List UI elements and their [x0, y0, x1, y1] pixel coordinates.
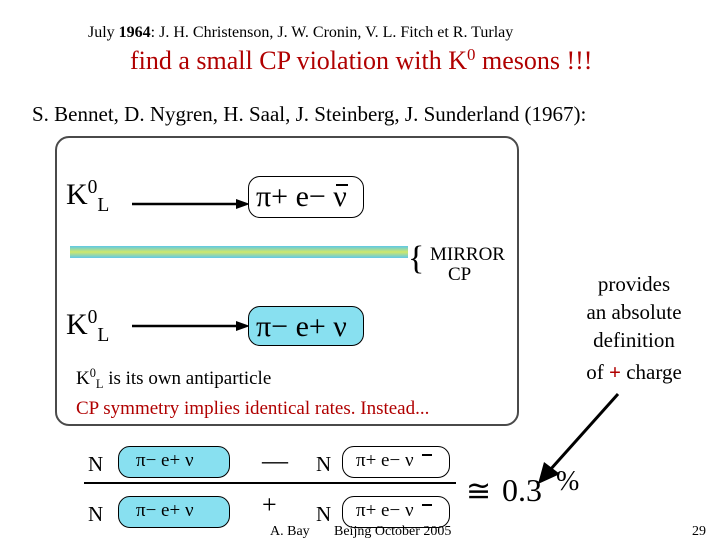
history-mesons: mesons !!! — [475, 46, 593, 75]
mirror-bar — [70, 246, 408, 258]
history-authors: : J. H. Christenson, J. W. Cronin, V. L.… — [150, 24, 514, 41]
own-antiparticle-sub: L — [95, 377, 104, 392]
history-k-sup: 0 — [467, 44, 476, 64]
decay-bottom-box — [248, 306, 364, 346]
k-symbol-2: K — [66, 308, 88, 341]
mirror-cp: CP — [448, 264, 472, 285]
formula-pill-1 — [118, 446, 230, 478]
formula-n-2: N — [316, 452, 332, 476]
footer-event: Beijng October 2005 — [334, 524, 452, 539]
result-value: 0.3 — [502, 472, 542, 508]
formula-pill-4-text: π+ e− ν — [356, 500, 414, 521]
result-percent: % — [556, 466, 580, 497]
callout-arrow — [538, 392, 620, 484]
history-line-2: find a small CP violation with K0 mesons… — [130, 44, 593, 76]
k0l-label-bottom: K0L — [66, 307, 109, 346]
experiment-authors: S. Bennet, D. Nygren, H. Saal, J. Steinb… — [32, 102, 587, 126]
k-sup: 0 — [87, 177, 98, 199]
decay-arrow-bottom — [132, 321, 250, 331]
formula-n-1: N — [88, 452, 104, 476]
footer-page: 29 — [692, 524, 706, 539]
mirror-label: MIRROR — [430, 244, 505, 265]
footer-author: A. Bay — [270, 524, 310, 539]
formula-pill-1-text: π− e+ ν — [136, 450, 194, 471]
decay-bottom-text: π− e+ ν — [256, 310, 347, 343]
cp-symmetry-text: CP symmetry implies identical rates. Ins… — [76, 398, 430, 419]
formula-pill-4 — [342, 496, 450, 528]
history-line-1: July 1964: J. H. Christenson, J. W. Cron… — [88, 24, 513, 42]
nu-bar-formula-2 — [422, 504, 432, 506]
nu-bar-formula-1 — [422, 454, 432, 456]
decay-box — [55, 136, 519, 426]
callout-plus: + — [608, 360, 621, 384]
history-month: July — [88, 24, 119, 41]
nu-bar-top — [336, 184, 348, 186]
formula-pill-3-text: π− e+ ν — [136, 500, 194, 521]
formula-n-3: N — [88, 502, 104, 526]
formula-n-4: N — [316, 502, 332, 526]
charge-callout — [566, 270, 702, 392]
formula-plus: + — [262, 490, 277, 519]
k-sub: L — [97, 194, 110, 216]
formula-pill-3 — [118, 496, 230, 528]
callout-line-2: an absolute — [586, 300, 682, 324]
formula-pill-2-text: π+ e− ν — [356, 450, 414, 471]
callout-charge: charge — [620, 360, 682, 384]
callout-line-3: definition — [593, 328, 675, 352]
k-sub-2: L — [97, 324, 110, 346]
callout-of: of — [586, 360, 609, 384]
formula-pill-2 — [342, 446, 450, 478]
k0l-label-top: K0L — [66, 177, 109, 216]
own-antiparticle-text: is its own antiparticle — [103, 368, 272, 389]
history-year: 1964 — [118, 24, 151, 41]
decay-top-box — [248, 176, 364, 218]
own-antiparticle-sup: 0 — [89, 366, 96, 381]
own-antiparticle: K0L is its own antiparticle — [76, 366, 272, 392]
formula-minus: — — [262, 446, 288, 475]
approx-sign: ≅ — [466, 475, 492, 508]
mirror-brace: { — [408, 240, 425, 277]
decay-arrow-top — [132, 199, 250, 209]
fraction-line — [84, 482, 456, 484]
decay-top-text: π+ e− ν — [256, 180, 347, 213]
callout-line-4: of + charge — [566, 360, 702, 385]
history-finding: find a small CP violation with K — [130, 46, 468, 75]
k-sup-2: 0 — [87, 307, 98, 329]
k-symbol: K — [66, 178, 88, 211]
callout-line-1: provides — [597, 272, 671, 296]
